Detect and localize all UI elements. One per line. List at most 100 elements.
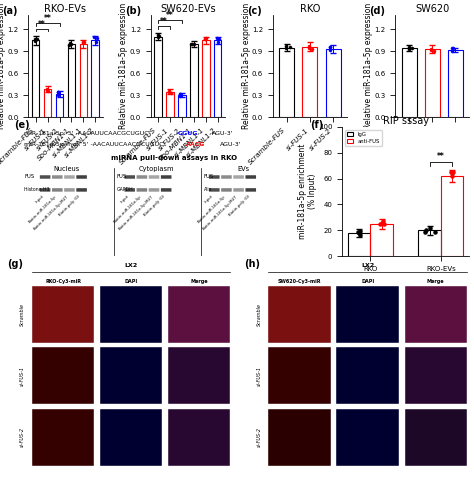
FancyBboxPatch shape (124, 188, 135, 192)
Point (189, 40, 196, 47)
Text: Input: Input (35, 194, 45, 204)
Point (428, 45, 435, 53)
Text: Cytoplasm: Cytoplasm (139, 165, 174, 172)
FancyBboxPatch shape (161, 188, 172, 192)
Y-axis label: Relative miR-181a-5p expression: Relative miR-181a-5p expression (364, 3, 373, 129)
Point (283, 44, 290, 52)
Point (379, 218, 386, 225)
Bar (337, 347, 399, 405)
Text: miRNA pull-down assays in RKO: miRNA pull-down assays in RKO (111, 155, 237, 162)
Point (165, 87, 173, 95)
Text: FUS: FUS (117, 174, 127, 179)
FancyBboxPatch shape (137, 188, 147, 192)
Point (431, 228, 438, 236)
Legend: IgG, anti-FUS: IgG, anti-FUS (345, 129, 382, 146)
Point (214, 38, 222, 46)
Text: si-FUS-2: si-FUS-2 (20, 427, 26, 447)
Bar (448, 50, 463, 117)
FancyBboxPatch shape (149, 175, 159, 179)
Text: **: ** (437, 151, 445, 161)
Point (305, 42, 313, 50)
Point (202, 35, 210, 42)
Title: RKO: RKO (300, 4, 320, 14)
Point (378, 219, 386, 227)
Text: Merge: Merge (191, 279, 208, 284)
FancyBboxPatch shape (52, 175, 63, 179)
Text: GAPDH: GAPDH (117, 187, 133, 192)
Bar (268, 347, 331, 405)
Bar (91, 40, 99, 117)
Text: miR-181a-5p-mut: 5' -AACAUUCAACGCUGUC: miR-181a-5p-mut: 5' -AACAUUCAACGCUGUC (24, 142, 164, 147)
Bar (401, 48, 417, 117)
Point (422, 228, 429, 236)
Point (380, 220, 388, 228)
Bar (178, 95, 186, 117)
Point (327, 46, 334, 54)
Text: LX2: LX2 (361, 263, 374, 268)
Bar (44, 89, 52, 117)
Text: GGUG: GGUG (178, 131, 198, 136)
Point (422, 226, 430, 234)
Point (430, 47, 438, 55)
Bar (168, 347, 230, 405)
Text: **: ** (38, 20, 46, 28)
Point (65, 41, 73, 48)
Bar (348, 233, 370, 256)
FancyBboxPatch shape (221, 175, 232, 179)
Bar (32, 408, 94, 466)
Point (408, 44, 416, 52)
Bar (100, 286, 163, 343)
Text: Histone H3: Histone H3 (24, 187, 50, 192)
Point (356, 229, 363, 237)
Point (213, 34, 220, 42)
Y-axis label: miR-181a-5p enrichment
(% Input): miR-181a-5p enrichment (% Input) (298, 144, 318, 239)
Point (449, 44, 456, 52)
Point (92, 38, 100, 46)
Text: LX2: LX2 (125, 263, 138, 268)
Text: Biotin-miR-181a-5p: Biotin-miR-181a-5p (197, 194, 227, 224)
Bar (168, 286, 230, 343)
Text: Nucleus: Nucleus (54, 165, 80, 172)
FancyBboxPatch shape (124, 175, 135, 179)
Point (305, 44, 313, 52)
Text: FUS: FUS (204, 174, 214, 179)
Text: Biotin-miR-181a-5p-MUT: Biotin-miR-181a-5p-MUT (33, 194, 70, 231)
Point (187, 41, 195, 48)
Text: (h): (h) (244, 259, 260, 269)
Text: Scramble: Scramble (20, 303, 26, 326)
Bar (419, 230, 441, 256)
Text: si-FUS-2: si-FUS-2 (257, 427, 262, 447)
Bar (370, 224, 393, 256)
Bar (190, 44, 198, 117)
Bar (441, 176, 464, 256)
FancyBboxPatch shape (76, 188, 87, 192)
Text: AGU-3': AGU-3' (220, 142, 241, 147)
Title: SW620: SW620 (415, 4, 449, 14)
Bar (279, 47, 294, 117)
FancyBboxPatch shape (246, 188, 256, 192)
Bar (80, 44, 87, 117)
Point (376, 220, 383, 228)
Point (190, 40, 197, 48)
FancyBboxPatch shape (209, 175, 219, 179)
FancyBboxPatch shape (40, 188, 50, 192)
Text: Biotin-miR-181a-5p: Biotin-miR-181a-5p (28, 194, 57, 224)
Text: Merge: Merge (427, 279, 445, 284)
Text: Biotin-miR-181a-5p-MUT: Biotin-miR-181a-5p-MUT (202, 194, 238, 231)
Bar (404, 286, 467, 343)
Point (428, 46, 435, 54)
Text: (b): (b) (125, 6, 141, 17)
Bar (32, 286, 94, 343)
Text: **: ** (44, 14, 52, 22)
Point (55, 88, 62, 96)
Text: (g): (g) (7, 259, 23, 269)
Point (327, 43, 334, 51)
Title: RIP sssay: RIP sssay (383, 116, 428, 126)
FancyBboxPatch shape (209, 188, 219, 192)
Point (326, 43, 334, 51)
Bar (68, 44, 75, 117)
Text: Biotin-poly (G): Biotin-poly (G) (59, 194, 82, 217)
Text: si-FUS-1: si-FUS-1 (20, 366, 26, 386)
FancyBboxPatch shape (76, 175, 87, 179)
Point (427, 224, 434, 231)
